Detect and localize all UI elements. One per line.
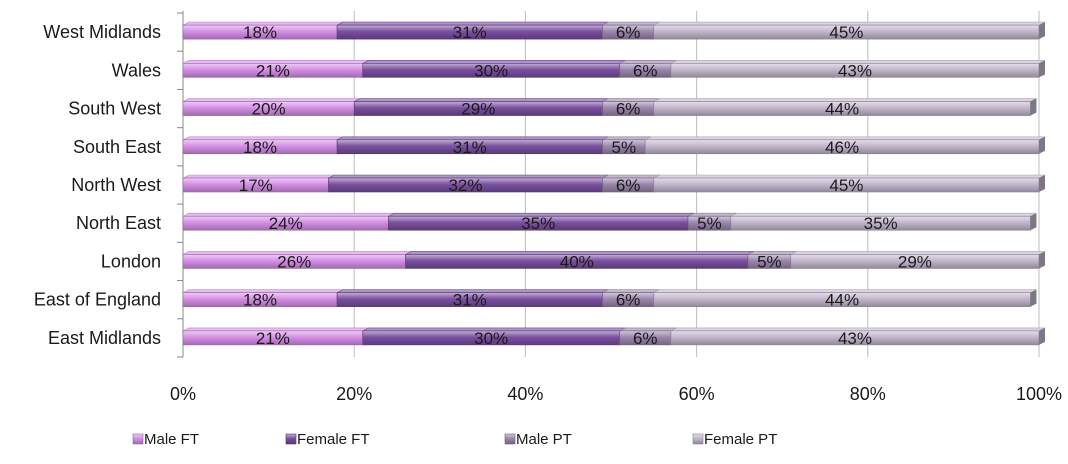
category-label: East Midlands (48, 328, 161, 348)
data-label: 40% (560, 252, 594, 271)
bar-end-face (1039, 327, 1045, 345)
data-label: 21% (256, 329, 290, 348)
data-label: 18% (243, 23, 277, 42)
data-label: 6% (616, 176, 641, 195)
x-tick-label: 60% (679, 384, 715, 404)
data-label: 30% (474, 61, 508, 80)
x-tick-label: 80% (850, 384, 886, 404)
category-label: South East (73, 137, 161, 157)
data-label: 31% (453, 138, 487, 157)
category-label: Wales (112, 60, 161, 80)
data-label: 31% (453, 291, 487, 310)
data-label: 35% (521, 214, 555, 233)
data-label: 6% (633, 61, 658, 80)
bar-end-face (1039, 60, 1045, 78)
data-label: 35% (864, 214, 898, 233)
data-label: 17% (239, 176, 273, 195)
category-label: North West (71, 175, 161, 195)
bar-end-face (1030, 213, 1037, 231)
data-label: 29% (461, 100, 495, 119)
bar-end-face (1039, 175, 1045, 192)
data-label: 18% (243, 291, 277, 310)
legend: Male FT Female FT Male PT Female PT (132, 431, 777, 448)
data-label: 21% (256, 61, 290, 80)
legend-label: Female FT (297, 431, 370, 448)
data-label: 20% (252, 100, 286, 119)
data-labels: 18% 31% 6% 45% 21% 30% 6% 43% 20% 29% 6% 44% 18% 31% 5… (239, 23, 932, 348)
x-tick-label: 0% (170, 384, 196, 404)
data-label: 45% (829, 176, 863, 195)
data-label: 6% (633, 329, 658, 348)
legend-swatch (504, 433, 516, 445)
bar-end-face (1030, 289, 1037, 307)
data-label: 32% (448, 176, 482, 195)
data-label: 44% (825, 291, 859, 310)
data-label: 29% (898, 252, 932, 271)
data-label: 5% (757, 252, 782, 271)
bars (182, 21, 1046, 346)
x-tick-label: 100% (1016, 384, 1062, 404)
bar-end-face (1030, 98, 1037, 116)
legend-swatch (692, 433, 704, 445)
x-tick-label: 20% (336, 384, 372, 404)
category-label: London (101, 251, 161, 271)
legend-label: Male PT (516, 431, 572, 448)
data-label: 5% (697, 214, 722, 233)
data-label: 43% (838, 329, 872, 348)
legend-swatch (132, 433, 144, 445)
data-label: 6% (616, 100, 641, 119)
bar-end-face (1039, 136, 1045, 154)
data-label: 18% (243, 138, 277, 157)
bar-end-face (1039, 22, 1045, 40)
data-label: 6% (616, 23, 641, 42)
data-label: 45% (829, 23, 863, 42)
data-label: 43% (838, 61, 872, 80)
category-label: North East (76, 213, 161, 233)
category-label: South West (68, 99, 161, 119)
category-label: East of England (34, 290, 161, 310)
legend-label: Male FT (144, 431, 199, 448)
data-label: 5% (612, 138, 637, 157)
data-label: 26% (277, 252, 311, 271)
data-label: 46% (825, 138, 859, 157)
category-label: West Midlands (43, 22, 161, 42)
legend-label: Female PT (704, 431, 777, 448)
x-tick-label: 40% (507, 384, 543, 404)
data-label: 44% (825, 100, 859, 119)
legend-swatch (285, 433, 297, 445)
bar-end-face (1039, 251, 1045, 269)
data-label: 31% (453, 23, 487, 42)
axes: 0% 20% 40% 60% 80% 100% West Midlands Wales Sout… (34, 11, 1062, 404)
data-label: 30% (474, 329, 508, 348)
data-label: 24% (269, 214, 303, 233)
data-label: 6% (616, 291, 641, 310)
